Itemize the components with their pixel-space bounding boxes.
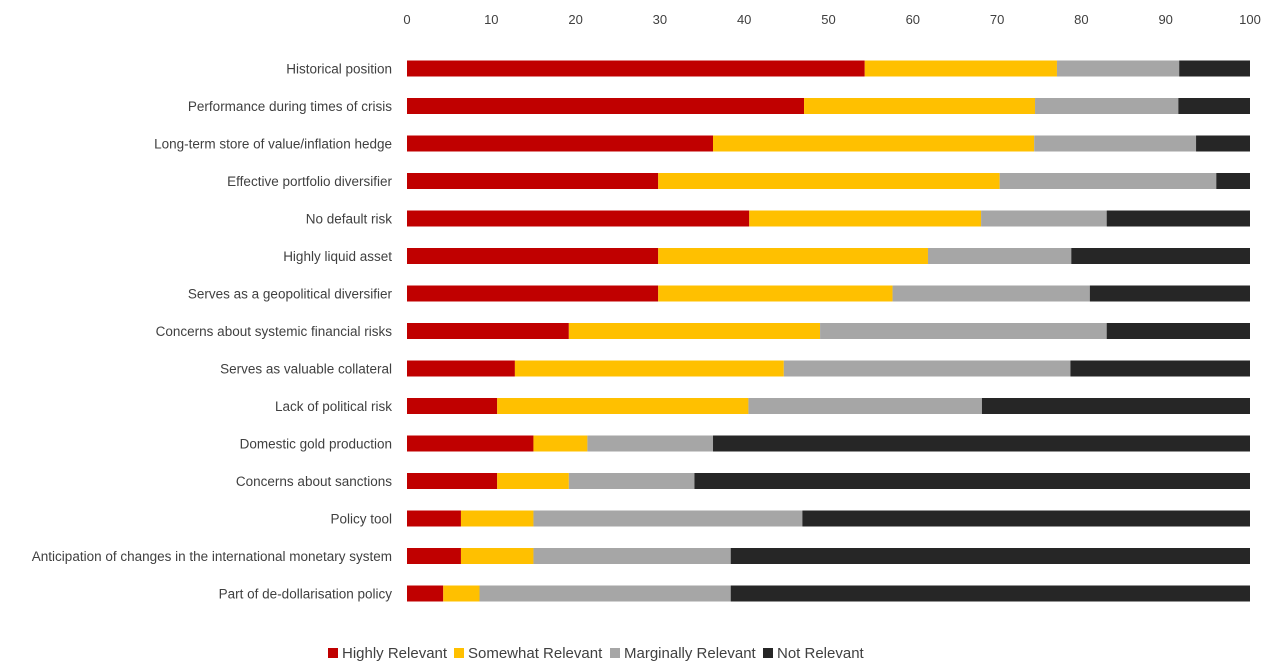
bar-segment-highly-relevant xyxy=(407,248,659,264)
bar-segment-somewhat-relevant xyxy=(497,398,749,414)
bar-segment-highly-relevant xyxy=(407,510,461,527)
bar-segment-somewhat-relevant xyxy=(460,548,534,564)
category-label: Historical position xyxy=(286,62,392,77)
bar-segment-not-relevant xyxy=(730,548,1250,564)
x-tick-label: 100 xyxy=(1239,12,1261,27)
bar-segment-not-relevant xyxy=(713,435,1250,452)
category-label: Highly liquid asset xyxy=(283,249,392,264)
x-tick-label: 70 xyxy=(990,12,1004,27)
bar-segment-marginally-relevant xyxy=(533,510,803,527)
bar-segment-highly-relevant xyxy=(407,135,714,152)
legend-swatch-marginally-relevant xyxy=(610,648,620,658)
category-label: Effective portfolio diversifier xyxy=(227,174,392,189)
bar-segment-highly-relevant xyxy=(407,173,659,189)
bar-segment-somewhat-relevant xyxy=(749,210,982,227)
bar-segment-somewhat-relevant xyxy=(864,60,1057,77)
bar-segment-somewhat-relevant xyxy=(658,248,928,264)
bar-segment-not-relevant xyxy=(802,510,1250,527)
bar-segment-somewhat-relevant xyxy=(568,323,821,339)
category-label: Performance during times of crisis xyxy=(188,99,392,114)
bar-segment-somewhat-relevant xyxy=(533,435,588,452)
bar-segment-not-relevant xyxy=(1070,360,1250,377)
x-tick-label: 10 xyxy=(484,12,498,27)
legend-label-marginally-relevant: Marginally Relevant xyxy=(624,645,757,662)
category-label: Serves as valuable collateral xyxy=(220,362,392,377)
x-tick-label: 50 xyxy=(821,12,835,27)
bar-segment-not-relevant xyxy=(730,585,1250,602)
bar-segment-highly-relevant xyxy=(407,548,461,564)
bar-segment-highly-relevant xyxy=(407,435,534,452)
bar-segment-not-relevant xyxy=(1179,60,1250,77)
bar-segment-highly-relevant xyxy=(407,398,498,414)
bar-segment-somewhat-relevant xyxy=(713,135,1035,152)
x-tick-label: 40 xyxy=(737,12,751,27)
legend-swatch-not-relevant xyxy=(763,648,773,658)
category-label: Long-term store of value/inflation hedge xyxy=(154,137,392,152)
bar-segment-not-relevant xyxy=(1216,173,1250,189)
x-tick-label: 20 xyxy=(568,12,582,27)
bar-segment-not-relevant xyxy=(1178,98,1250,114)
bar-segment-highly-relevant xyxy=(407,585,444,602)
bar-segment-marginally-relevant xyxy=(1056,60,1180,77)
bar-segment-not-relevant xyxy=(1089,285,1250,302)
x-tick-label: 30 xyxy=(653,12,667,27)
bar-segment-highly-relevant xyxy=(407,473,498,489)
bar-segment-somewhat-relevant xyxy=(658,173,1000,189)
legend: Highly Relevant Somewhat Relevant Marginal… xyxy=(328,645,865,662)
bar-segment-marginally-relevant xyxy=(892,285,1090,302)
x-tick-label: 60 xyxy=(906,12,920,27)
category-label: Concerns about systemic financial risks xyxy=(156,324,393,339)
x-tick-label: 0 xyxy=(403,12,410,27)
bar-segment-somewhat-relevant xyxy=(804,98,1036,114)
category-label: Concerns about sanctions xyxy=(236,474,392,489)
bar-segment-somewhat-relevant xyxy=(460,510,534,527)
x-axis-ticks: 0 10 20 30 40 50 60 70 80 90 100 xyxy=(403,12,1260,27)
bar-segment-highly-relevant xyxy=(407,210,750,227)
bar-segment-somewhat-relevant xyxy=(514,360,784,377)
bar-segment-marginally-relevant xyxy=(587,435,714,452)
legend-label-not-relevant: Not Relevant xyxy=(777,645,865,662)
bar-segment-marginally-relevant xyxy=(748,398,982,414)
bar-segment-marginally-relevant xyxy=(999,173,1217,189)
bar-segment-highly-relevant xyxy=(407,98,805,114)
bar-segment-not-relevant xyxy=(1106,323,1250,339)
x-tick-label: 90 xyxy=(1158,12,1172,27)
category-label: Domestic gold production xyxy=(240,437,392,452)
category-label: No default risk xyxy=(306,212,393,227)
category-labels: Historical position Performance during ti… xyxy=(32,62,393,602)
bar-segment-marginally-relevant xyxy=(820,323,1107,339)
bar-segment-marginally-relevant xyxy=(927,248,1072,264)
legend-swatch-highly-relevant xyxy=(328,648,338,658)
bar-segment-not-relevant xyxy=(981,398,1250,414)
bar-segment-somewhat-relevant xyxy=(497,473,569,489)
bar-segment-somewhat-relevant xyxy=(658,285,893,302)
bar-segment-highly-relevant xyxy=(407,360,515,377)
bar-segment-marginally-relevant xyxy=(533,548,731,564)
x-tick-label: 80 xyxy=(1074,12,1088,27)
bar-segment-marginally-relevant xyxy=(783,360,1071,377)
bar-segment-not-relevant xyxy=(1106,210,1250,227)
bar-segment-marginally-relevant xyxy=(1034,135,1197,152)
bar-segment-highly-relevant xyxy=(407,285,659,302)
category-label: Policy tool xyxy=(330,512,392,527)
legend-swatch-somewhat-relevant xyxy=(454,648,464,658)
bar-segment-not-relevant xyxy=(1196,135,1250,152)
bar-segment-marginally-relevant xyxy=(1035,98,1179,114)
bar-segment-somewhat-relevant xyxy=(443,585,480,602)
bars xyxy=(407,60,1250,602)
bar-segment-not-relevant xyxy=(694,473,1250,489)
bar-segment-marginally-relevant xyxy=(479,585,731,602)
category-label: Part of de-dollarisation policy xyxy=(219,587,393,602)
legend-label-highly-relevant: Highly Relevant xyxy=(342,645,448,662)
bar-segment-highly-relevant xyxy=(407,60,865,77)
bar-segment-highly-relevant xyxy=(407,323,569,339)
bar-segment-not-relevant xyxy=(1071,248,1250,264)
category-label: Lack of political risk xyxy=(275,399,392,414)
legend-label-somewhat-relevant: Somewhat Relevant xyxy=(468,645,603,662)
category-label: Anticipation of changes in the internati… xyxy=(32,549,392,564)
category-label: Serves as a geopolitical diversifier xyxy=(188,287,393,302)
bar-segment-marginally-relevant xyxy=(981,210,1107,227)
bar-segment-marginally-relevant xyxy=(568,473,695,489)
